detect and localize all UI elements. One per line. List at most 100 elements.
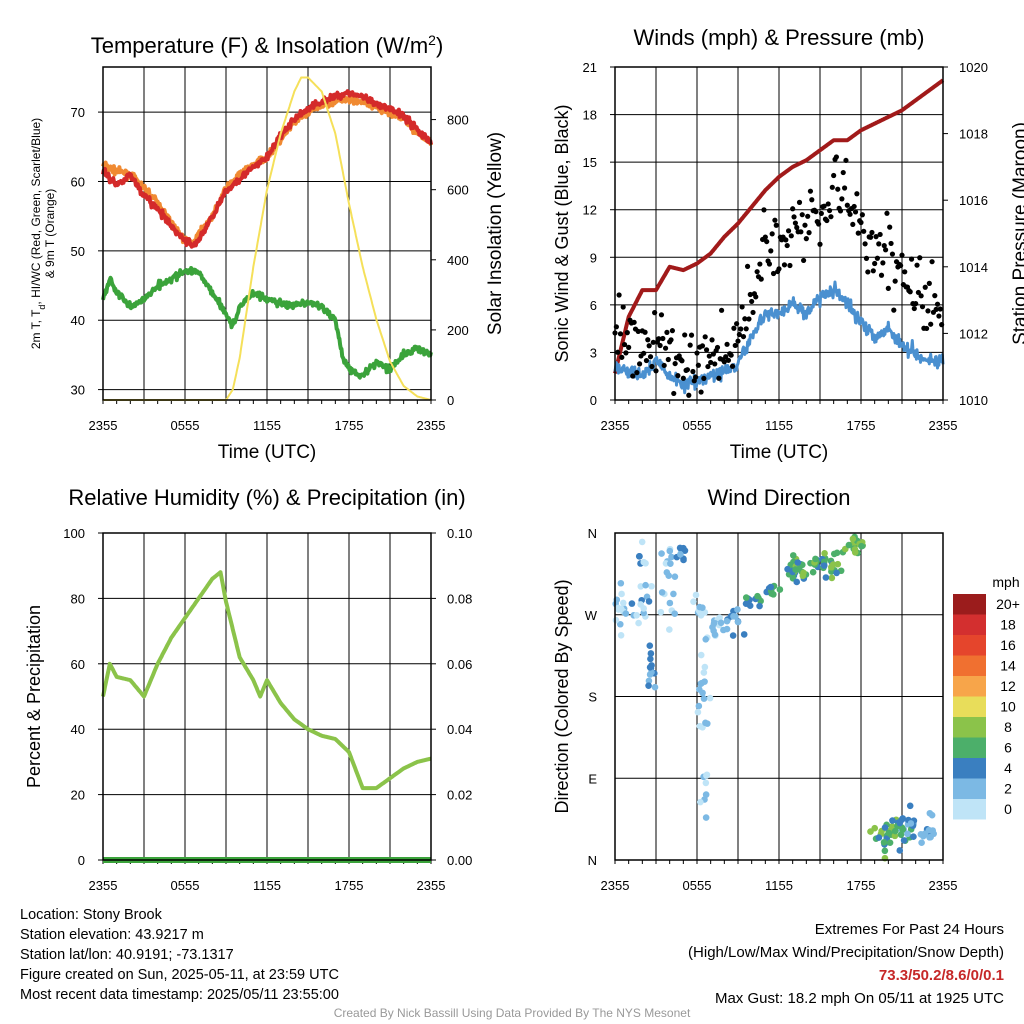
xtick-label: 1155 <box>765 878 793 893</box>
extremes-title: Extremes For Past 24 Hours <box>814 921 1004 938</box>
gust-point <box>757 261 763 267</box>
direction-point <box>729 632 737 639</box>
gust-point <box>768 248 774 254</box>
gust-point <box>859 212 865 218</box>
ytick-label: 12 <box>583 203 597 218</box>
gust-point <box>703 347 710 353</box>
ytick-label: 30 <box>71 383 85 398</box>
ylabel-sub: d <box>37 305 47 310</box>
ytick-label: W <box>585 608 598 623</box>
ytick-label: E <box>588 771 597 786</box>
direction-point <box>635 553 643 560</box>
gust-point <box>617 331 624 337</box>
direction-point <box>828 574 836 582</box>
xtick-label: 0555 <box>171 878 200 893</box>
direction-point <box>899 815 907 822</box>
gust-point <box>679 358 685 364</box>
direction-point <box>833 549 841 557</box>
xtick-label: 1155 <box>253 418 281 433</box>
station-location: Location: Stony Brook <box>20 907 162 923</box>
ytick-label: 40 <box>71 313 85 328</box>
direction-point <box>696 798 704 806</box>
direction-point <box>701 663 709 671</box>
direction-point <box>690 598 697 605</box>
direction-point <box>614 604 622 612</box>
xtick-label: 1755 <box>335 418 364 433</box>
direction-point <box>892 827 899 835</box>
gust-point <box>908 256 915 262</box>
direction-point <box>647 655 654 663</box>
y2-axis-label: Station Pressure (Maroon) <box>1010 122 1024 345</box>
direction-point <box>711 631 719 638</box>
direction-point <box>794 559 802 566</box>
gust-point <box>794 224 800 231</box>
gust-point <box>758 276 764 282</box>
direction-point <box>734 606 741 613</box>
gust-point <box>695 362 701 368</box>
direction-point <box>702 791 710 798</box>
plot-frame <box>614 66 944 401</box>
direction-point <box>734 618 742 626</box>
direction-point <box>622 610 630 617</box>
gust-point <box>649 363 655 370</box>
gust-point <box>907 289 913 295</box>
legend-label: 14 <box>1000 658 1016 674</box>
xtick-label: 2355 <box>929 878 958 893</box>
gust-point <box>616 292 622 298</box>
ytick-label: S <box>588 690 597 705</box>
direction-point <box>800 569 807 577</box>
direction-point <box>907 820 915 827</box>
gust-point <box>874 255 881 261</box>
gust-point <box>929 259 935 265</box>
y2tick-label: 0.04 <box>447 722 472 737</box>
gust-point <box>761 207 767 213</box>
direction-point <box>612 616 620 624</box>
ytick-label: 0 <box>590 393 597 408</box>
gust-point <box>837 208 844 214</box>
y-axis-label: Direction (Colored By Speed) <box>552 579 572 813</box>
gust-point <box>873 234 879 240</box>
chart-title: Temperature (F) & Insolation (W/m2) <box>91 32 444 58</box>
direction-point <box>742 594 750 601</box>
gust-point <box>687 342 693 348</box>
chart-title: Wind Direction <box>707 485 850 510</box>
direction-point <box>645 677 653 685</box>
legend-swatch <box>953 758 986 779</box>
direction-point <box>700 669 708 676</box>
gust-point <box>781 262 788 268</box>
gust-point <box>724 341 730 347</box>
ytick-label: 6 <box>590 298 597 313</box>
gust-point <box>851 203 857 210</box>
gust-point <box>658 312 665 318</box>
gust-point <box>862 241 868 247</box>
gust-point <box>861 228 867 234</box>
gust-point <box>867 234 874 240</box>
gust-point <box>698 389 704 395</box>
direction-point <box>680 556 687 564</box>
direction-point <box>706 694 714 702</box>
gust-point <box>615 349 621 355</box>
direction-point <box>897 831 905 838</box>
direction-point <box>904 830 911 838</box>
direction-point <box>820 562 828 569</box>
y-axis-label-line2: & 9m T (Orange) <box>43 189 57 279</box>
xtick-label: 2355 <box>89 418 118 433</box>
gust-point <box>806 230 812 236</box>
y2tick-label: 1018 <box>959 127 988 142</box>
direction-point <box>676 544 684 552</box>
gust-point <box>825 201 831 207</box>
direction-point <box>692 591 700 599</box>
direction-point <box>701 678 708 685</box>
plot-frame <box>102 66 432 401</box>
direction-point <box>809 568 817 576</box>
gust-point <box>816 221 822 227</box>
legend-label: 20+ <box>996 596 1020 612</box>
gust-point <box>744 263 751 269</box>
direction-point <box>646 642 654 650</box>
gust-point <box>833 154 840 160</box>
direction-point <box>858 542 865 550</box>
direction-point <box>647 650 655 657</box>
gust-point <box>926 280 932 286</box>
y2tick-label: 200 <box>447 323 469 338</box>
gust-point <box>739 304 745 310</box>
